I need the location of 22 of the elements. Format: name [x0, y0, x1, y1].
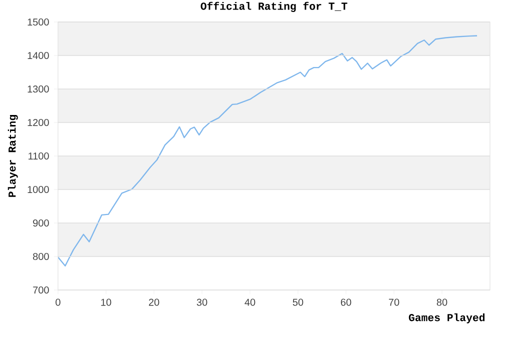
x-tick-label: 70: [388, 298, 400, 306]
x-tick-label: 20: [148, 298, 160, 306]
y-tick-label: 1300: [28, 85, 49, 93]
y-tick-label: 1500: [28, 18, 49, 26]
y-tick-label: 900: [33, 219, 49, 227]
x-tick-label: 30: [196, 298, 208, 306]
y-axis-title: Player Rating: [8, 115, 18, 197]
y-tick-label: 1200: [28, 118, 49, 126]
x-tick-label: 80: [436, 298, 448, 306]
line-series: [58, 35, 478, 266]
x-tick-label: 0: [56, 298, 60, 306]
y-tick-label: 800: [33, 252, 49, 260]
y-tick-label: 1100: [28, 152, 49, 160]
x-tick-label: 40: [244, 298, 256, 306]
y-tick-label: 1000: [28, 186, 49, 194]
x-tick-label: 50: [292, 298, 304, 306]
y-tick-label: 700: [33, 286, 49, 294]
x-tick-label: 10: [101, 298, 112, 306]
chart-title: Official Rating for T_T: [200, 2, 348, 12]
x-axis-title: Games Played: [408, 313, 485, 324]
x-tick-label: 60: [340, 298, 352, 306]
y-tick-label: 1400: [28, 52, 49, 60]
